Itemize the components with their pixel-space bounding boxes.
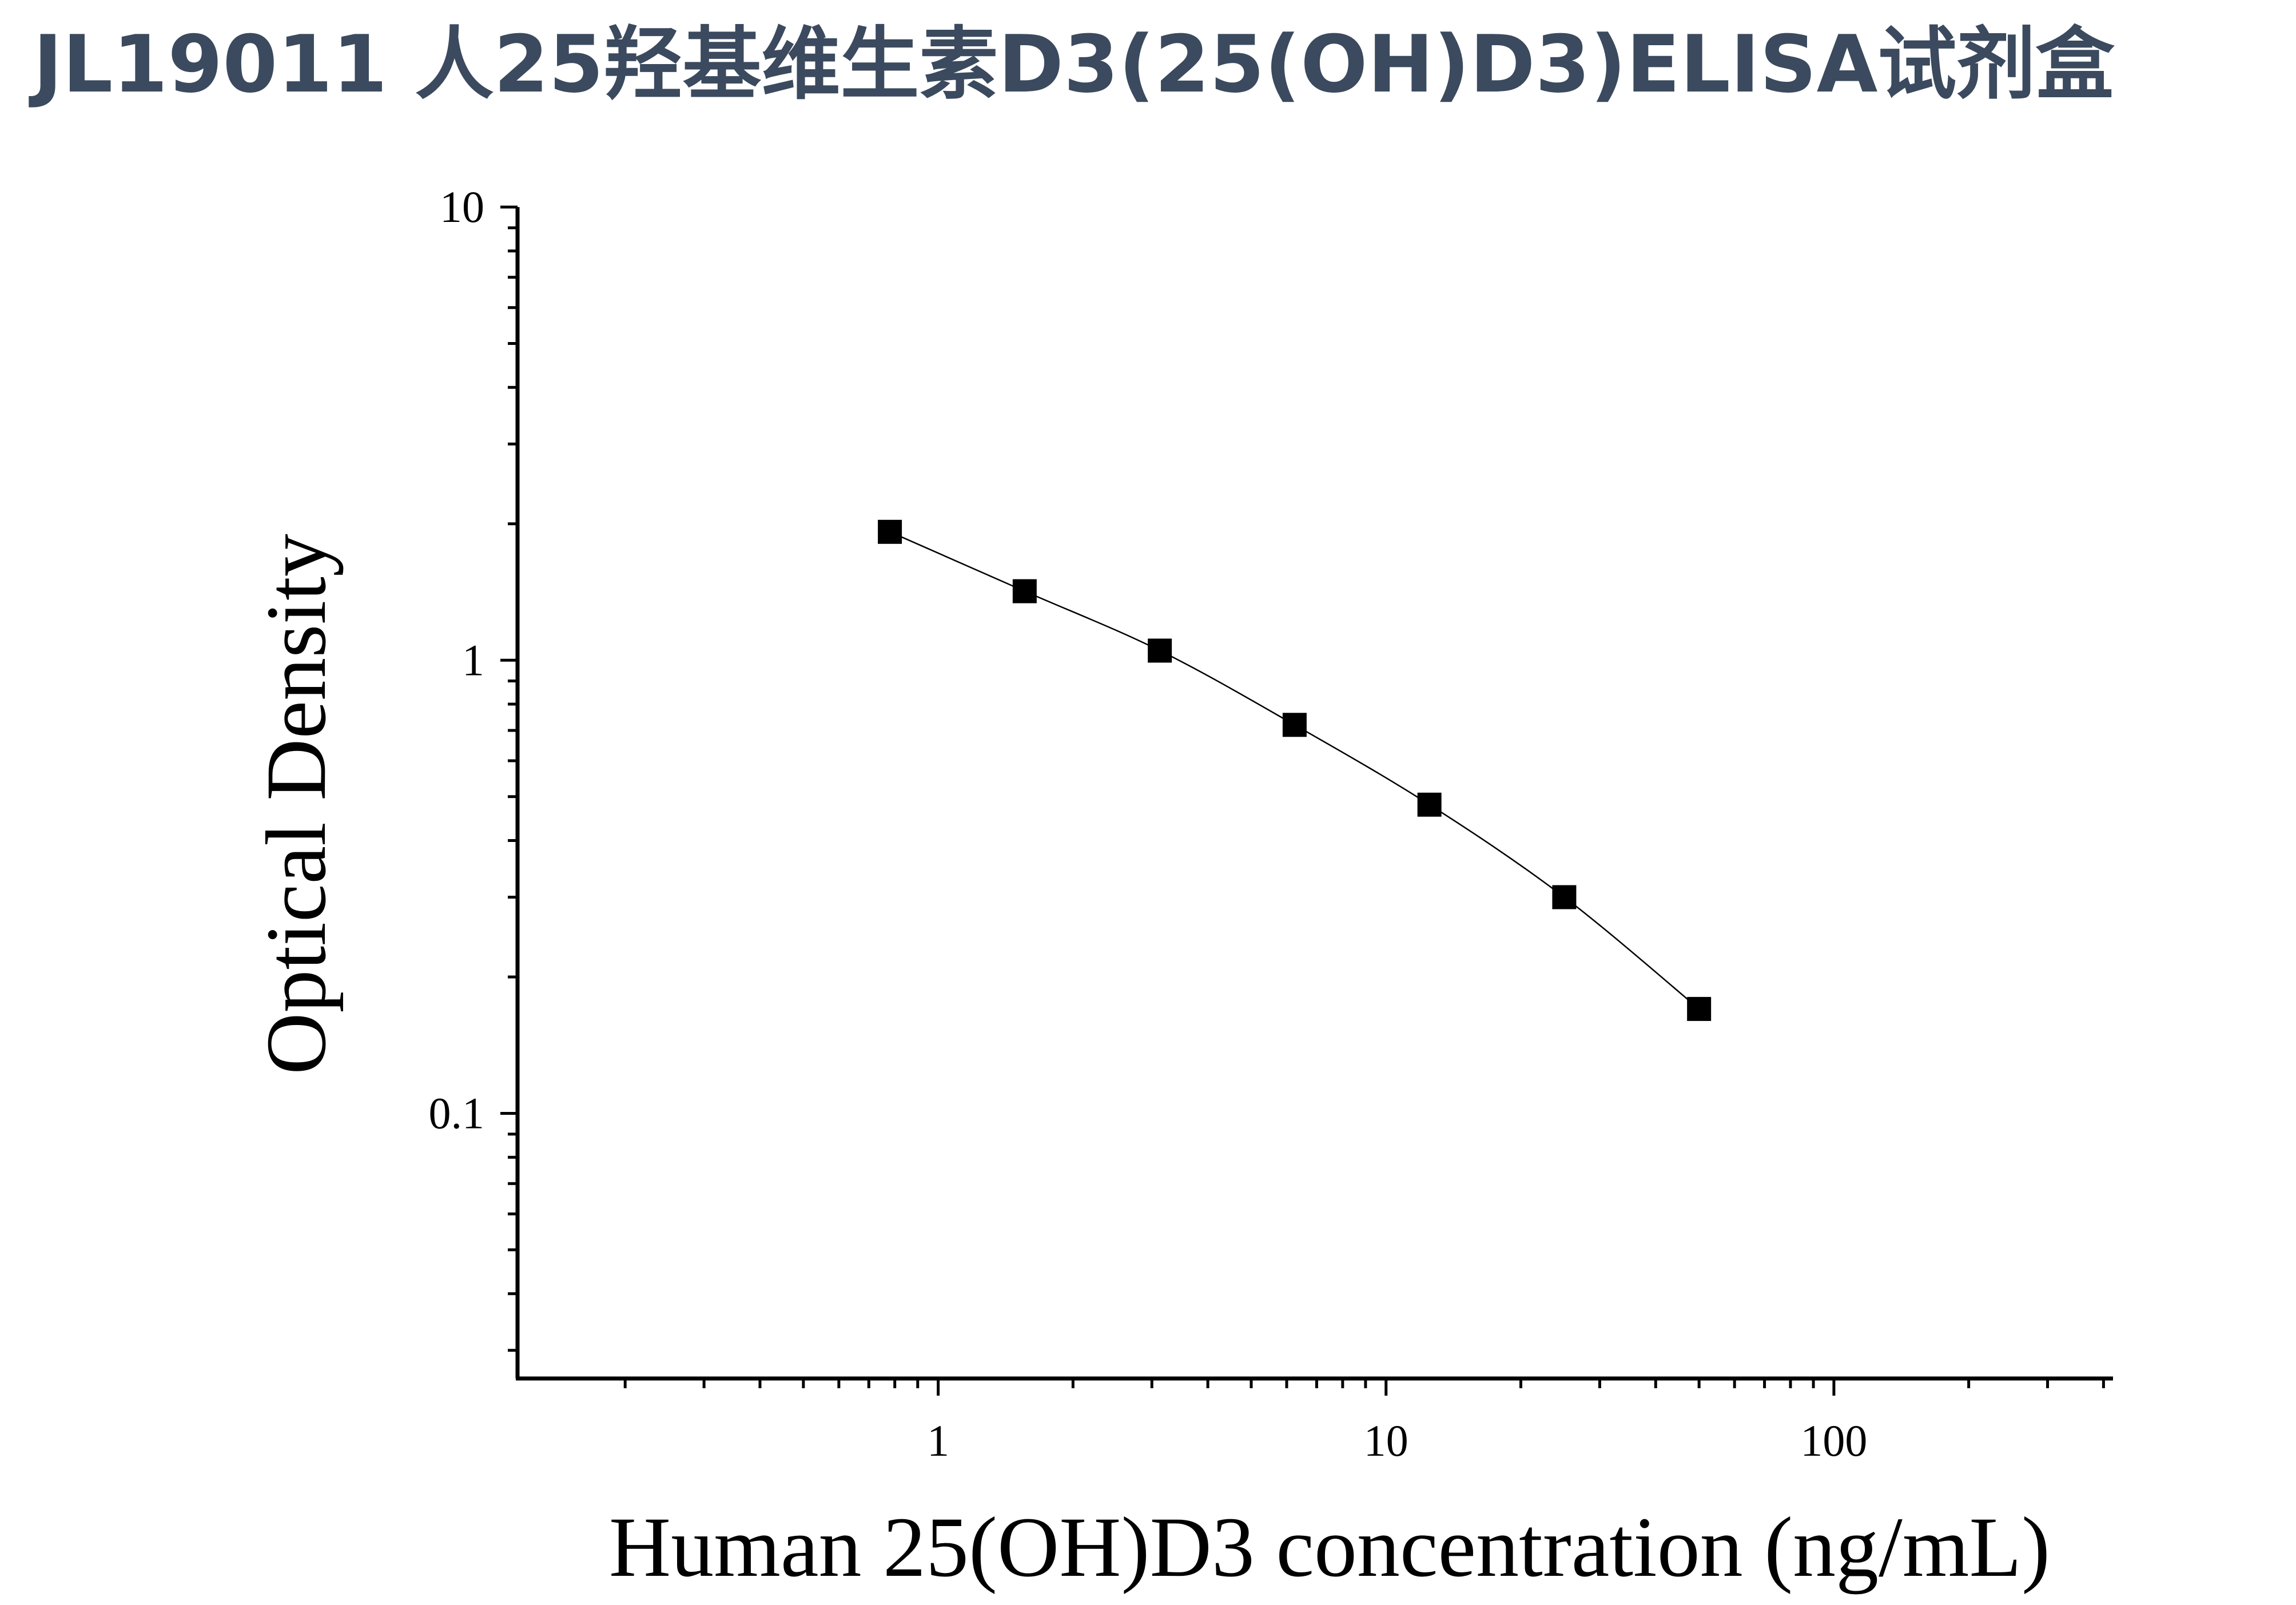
- y-tick-label: 1: [462, 635, 484, 685]
- axes: [515, 207, 2113, 1381]
- y-axis-title: Optical Density: [249, 534, 344, 1075]
- data-point: [1148, 638, 1172, 663]
- x-tick-label: 100: [1800, 1416, 1867, 1465]
- axis-ticks: [500, 205, 2105, 1396]
- data-point: [1687, 996, 1712, 1021]
- data-point: [1552, 885, 1577, 909]
- page-title: JL19011 人25羟基维生素D3(25(OH)D3)ELISA试剂盒: [33, 18, 2115, 110]
- data-point: [1417, 792, 1442, 817]
- data-point: [878, 519, 902, 544]
- fit-curve: [889, 531, 1700, 1010]
- tick-labels: 1 10 100 0.1 1 10: [429, 182, 1868, 1465]
- data-point: [1012, 579, 1037, 603]
- y-tick-label: 10: [440, 182, 484, 232]
- x-axis-title: Human 25(OH)D3 concentration (ng/mL): [609, 1500, 2050, 1595]
- x-tick-label: 1: [927, 1416, 949, 1465]
- data-points: [878, 519, 1712, 1021]
- x-tick-label: 10: [1364, 1416, 1408, 1465]
- data-point: [1282, 713, 1307, 737]
- y-tick-label: 0.1: [429, 1088, 485, 1138]
